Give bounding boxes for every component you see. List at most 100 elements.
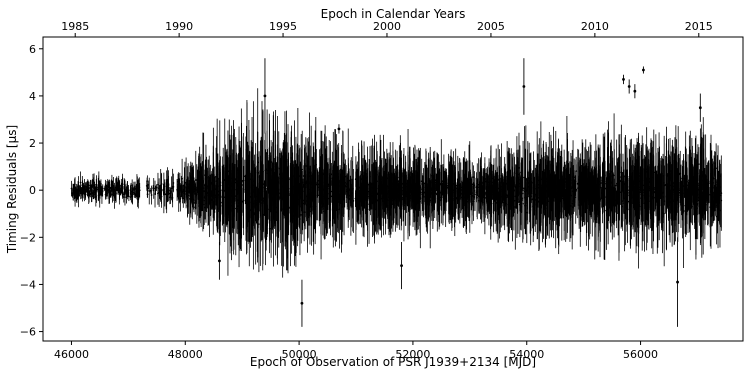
data-point xyxy=(192,177,195,179)
data-point xyxy=(105,192,108,195)
data-point xyxy=(284,187,287,190)
data-point xyxy=(152,187,155,190)
data-point xyxy=(507,203,510,206)
data-point xyxy=(124,192,126,195)
data-point xyxy=(122,196,125,199)
data-point xyxy=(73,189,76,192)
data-point xyxy=(632,193,635,196)
data-point xyxy=(70,187,73,190)
data-point xyxy=(165,193,168,195)
data-point xyxy=(347,182,349,185)
data-point xyxy=(691,205,693,208)
data-point xyxy=(129,189,132,191)
data-point xyxy=(83,189,86,192)
data-point xyxy=(92,193,95,196)
data-point xyxy=(125,189,128,192)
data-point xyxy=(523,176,526,179)
data-point xyxy=(80,189,83,192)
data-point xyxy=(98,185,101,188)
data-point xyxy=(698,163,700,166)
data-point xyxy=(704,198,707,201)
data-point xyxy=(366,208,369,211)
data-point xyxy=(101,187,104,190)
data-point xyxy=(148,190,151,192)
data-point xyxy=(117,184,120,186)
data-point xyxy=(682,210,685,212)
data-point xyxy=(631,180,634,183)
data-point xyxy=(242,200,245,203)
data-point xyxy=(571,190,574,193)
data-point xyxy=(671,185,674,188)
data-point xyxy=(348,198,351,200)
data-point xyxy=(429,187,432,190)
data-point xyxy=(418,191,421,193)
data-point xyxy=(242,179,245,182)
data-point xyxy=(300,185,303,188)
data-point xyxy=(163,193,166,196)
data-point xyxy=(81,184,84,187)
data-point xyxy=(97,194,100,197)
data-point xyxy=(94,196,97,199)
data-point xyxy=(332,188,335,191)
data-point xyxy=(138,187,140,190)
data-point xyxy=(681,202,684,205)
data-point xyxy=(300,213,303,216)
data-point xyxy=(154,189,157,192)
data-point xyxy=(91,185,94,188)
data-point xyxy=(514,206,517,208)
data-point xyxy=(573,198,576,200)
data-point xyxy=(136,192,139,195)
data-point xyxy=(299,196,302,199)
data-point xyxy=(81,191,84,194)
data-point xyxy=(121,183,124,186)
data-point xyxy=(545,185,547,188)
data-point xyxy=(111,183,114,185)
data-point xyxy=(669,201,671,204)
data-point xyxy=(104,188,107,191)
data-point xyxy=(259,185,262,188)
data-point xyxy=(352,200,355,202)
data-point xyxy=(110,187,112,189)
data-point xyxy=(440,180,443,183)
data-point xyxy=(691,181,693,184)
data-point xyxy=(135,190,138,193)
data-point xyxy=(146,193,149,196)
data-point xyxy=(456,187,458,190)
data-point xyxy=(94,189,97,192)
data-point xyxy=(170,187,173,190)
data-point xyxy=(133,193,136,195)
data-point xyxy=(275,177,278,180)
data-point xyxy=(512,199,515,202)
data-point xyxy=(564,177,567,180)
data-point xyxy=(605,209,608,212)
data-point xyxy=(84,185,87,188)
data-point xyxy=(321,203,324,205)
data-point xyxy=(677,206,680,209)
data-point xyxy=(75,196,78,199)
data-point xyxy=(681,177,684,180)
data-point xyxy=(126,185,129,188)
data-point xyxy=(679,196,682,199)
data-point xyxy=(163,185,166,188)
data-point xyxy=(145,184,148,187)
data-point xyxy=(426,193,428,196)
data-point xyxy=(687,199,689,202)
data-point xyxy=(89,186,92,189)
data-point xyxy=(120,185,123,187)
data-point xyxy=(680,190,683,193)
data-point xyxy=(91,191,93,194)
data-point xyxy=(114,193,117,196)
data-point xyxy=(643,184,646,187)
data-point xyxy=(400,197,403,200)
data-point xyxy=(331,208,334,210)
data-point xyxy=(72,188,74,191)
data-point xyxy=(77,190,79,193)
data-point xyxy=(713,201,716,204)
data-point xyxy=(194,206,197,209)
data-point xyxy=(132,188,135,191)
data-point xyxy=(183,184,185,187)
data-point xyxy=(698,188,700,191)
data-point xyxy=(108,188,111,191)
data-point xyxy=(614,184,617,187)
